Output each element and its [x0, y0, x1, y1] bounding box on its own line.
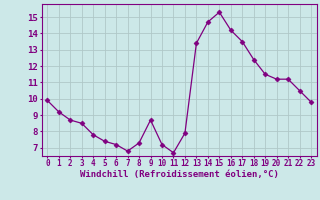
- X-axis label: Windchill (Refroidissement éolien,°C): Windchill (Refroidissement éolien,°C): [80, 170, 279, 179]
